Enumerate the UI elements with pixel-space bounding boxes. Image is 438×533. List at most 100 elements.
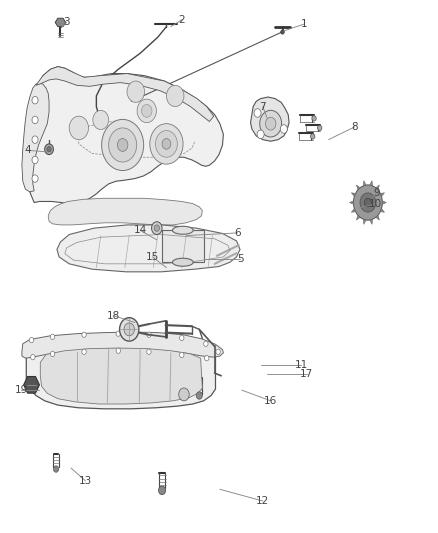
Circle shape [32,156,38,164]
Circle shape [82,349,86,354]
Circle shape [281,30,284,34]
Text: 4: 4 [24,146,31,155]
Polygon shape [382,201,386,204]
Polygon shape [162,230,204,262]
Polygon shape [376,185,379,190]
Circle shape [32,116,38,124]
Circle shape [47,147,51,152]
Circle shape [116,348,120,353]
Circle shape [159,486,166,495]
Polygon shape [55,18,66,27]
Circle shape [117,139,128,151]
Text: 16: 16 [264,396,277,406]
Polygon shape [370,181,373,186]
Circle shape [152,222,162,235]
Polygon shape [370,219,373,224]
Circle shape [154,225,159,231]
Circle shape [137,99,156,123]
Circle shape [311,134,315,139]
Polygon shape [363,219,366,224]
Circle shape [93,110,109,130]
Circle shape [31,354,35,360]
Circle shape [147,349,151,354]
Text: 14: 14 [134,225,147,235]
Polygon shape [357,185,360,190]
Polygon shape [363,181,366,186]
Polygon shape [22,332,223,358]
Circle shape [109,128,137,162]
Circle shape [32,175,38,182]
Circle shape [150,124,183,164]
Circle shape [216,349,220,354]
Circle shape [127,81,145,102]
Circle shape [69,116,88,140]
Circle shape [141,104,152,117]
Circle shape [124,323,134,336]
Text: 18: 18 [106,311,120,320]
Circle shape [179,388,189,401]
Polygon shape [376,215,379,220]
Text: 19: 19 [14,385,28,395]
Circle shape [45,144,53,155]
Circle shape [50,351,55,357]
Polygon shape [351,208,356,212]
Polygon shape [28,67,223,204]
Text: 17: 17 [300,369,313,379]
Polygon shape [380,193,385,197]
Circle shape [53,466,59,472]
Circle shape [364,198,371,207]
Circle shape [280,125,287,133]
Polygon shape [36,67,214,122]
Text: 1: 1 [301,19,308,29]
Circle shape [29,337,34,343]
Ellipse shape [173,226,193,235]
Text: 7: 7 [259,102,266,111]
Circle shape [260,110,282,137]
Text: 13: 13 [79,476,92,486]
Polygon shape [57,225,240,272]
Circle shape [162,139,171,149]
Circle shape [32,136,38,143]
Circle shape [257,130,264,139]
Circle shape [204,341,208,346]
Circle shape [360,193,376,212]
Circle shape [196,392,202,399]
Circle shape [82,332,86,337]
Polygon shape [24,376,39,393]
Text: 2: 2 [178,15,185,25]
Polygon shape [357,215,360,220]
Polygon shape [48,198,202,225]
Text: 12: 12 [256,496,269,506]
Text: 10: 10 [369,199,382,208]
Circle shape [116,331,120,336]
Ellipse shape [173,258,193,266]
Circle shape [180,352,184,358]
Polygon shape [380,208,385,212]
Text: 5: 5 [237,254,244,263]
Text: 15: 15 [146,252,159,262]
Circle shape [180,335,184,341]
Text: 9: 9 [373,188,380,198]
Polygon shape [22,83,49,192]
Polygon shape [351,193,356,197]
Text: 11: 11 [295,360,308,370]
Circle shape [147,332,151,337]
Circle shape [312,116,316,121]
Polygon shape [350,201,353,204]
Circle shape [205,356,209,361]
Text: 3: 3 [63,18,70,27]
Circle shape [166,85,184,107]
Circle shape [318,125,322,131]
Circle shape [102,119,144,171]
Circle shape [254,109,261,117]
Circle shape [120,318,139,341]
Circle shape [155,131,177,157]
Polygon shape [26,334,215,409]
Circle shape [50,334,55,340]
Text: 6: 6 [234,228,241,238]
Text: 8: 8 [351,122,358,132]
Circle shape [32,96,38,104]
Circle shape [353,185,382,220]
Circle shape [265,117,276,130]
Polygon shape [251,97,289,141]
